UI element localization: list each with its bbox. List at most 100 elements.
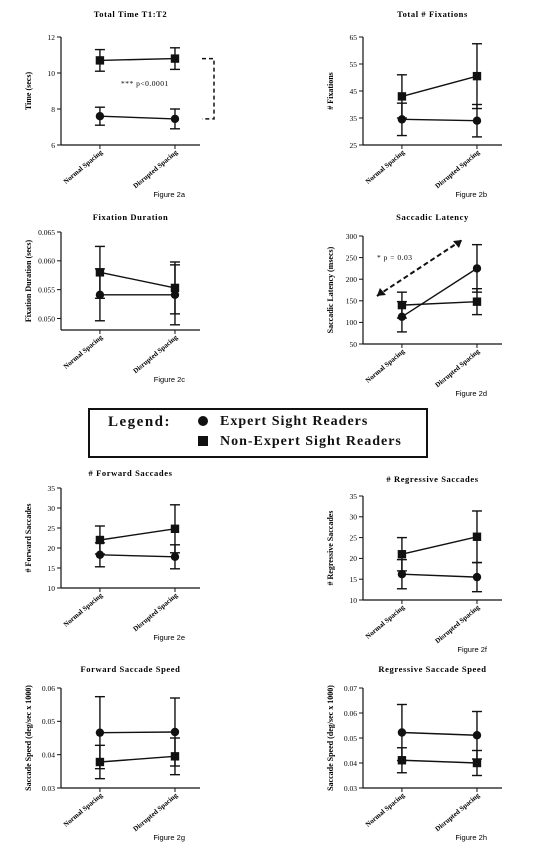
data-point-square bbox=[95, 268, 105, 277]
arrow-head-icon bbox=[376, 288, 386, 296]
x-tick-label: Normal Spacing bbox=[364, 791, 407, 829]
y-tick-label: 0.05 bbox=[344, 734, 357, 743]
data-point-square bbox=[95, 535, 105, 545]
significance-arrow bbox=[376, 239, 463, 297]
y-tick-label: 0.04 bbox=[344, 759, 357, 768]
y-tick-label: 300 bbox=[346, 232, 358, 241]
figure-label: Figure 2h bbox=[455, 833, 487, 842]
chart-title: # Forward Saccades bbox=[89, 468, 173, 478]
y-tick-label: 6 bbox=[51, 141, 55, 150]
y-axis-label: Saccade Speed (deg/sec x 1000) bbox=[24, 685, 33, 791]
data-point-square bbox=[472, 297, 482, 306]
y-tick-label: 50 bbox=[350, 340, 358, 349]
x-tick-label: Normal Spacing bbox=[62, 333, 105, 371]
y-tick-label: 0.06 bbox=[344, 709, 357, 718]
data-point-circle bbox=[397, 115, 407, 124]
figure-label: Figure 2e bbox=[153, 633, 185, 642]
y-tick-label: 0.050 bbox=[38, 314, 55, 323]
series-line bbox=[99, 528, 176, 541]
y-axis-label: # Fixations bbox=[326, 72, 335, 110]
data-point-square bbox=[95, 757, 105, 767]
y-tick-label: 200 bbox=[346, 275, 358, 284]
x-tick-label: Normal Spacing bbox=[62, 791, 105, 829]
y-tick-label: 65 bbox=[350, 33, 358, 42]
x-tick-label: Disrupted Spacing bbox=[132, 591, 180, 633]
chart-panel-1: Total Time T1:T2 6 8 10 12 Time (secs) Normal … bbox=[24, 9, 215, 199]
x-tick-label: Disrupted Spacing bbox=[434, 347, 482, 389]
y-tick-label: 8 bbox=[51, 105, 55, 114]
figure-label: Figure 2b bbox=[455, 190, 487, 199]
x-tick-label: Disrupted Spacing bbox=[434, 603, 482, 645]
circle-marker-icon bbox=[198, 415, 208, 426]
y-tick-label: 20 bbox=[350, 554, 358, 563]
y-tick-label: 150 bbox=[346, 297, 358, 306]
y-tick-label: 35 bbox=[350, 114, 358, 123]
x-tick-label: Normal Spacing bbox=[364, 603, 407, 641]
series-line bbox=[401, 75, 478, 98]
y-tick-label: 30 bbox=[350, 513, 358, 522]
chart-title: Fixation Duration bbox=[93, 212, 169, 222]
y-tick-label: 0.03 bbox=[42, 784, 55, 793]
chart-panel-8: Regressive Saccade Speed 0.03 0.04 0.05 0.06… bbox=[326, 664, 502, 842]
figure-label: Figure 2g bbox=[153, 833, 185, 842]
data-point-circle bbox=[472, 572, 482, 582]
series-line bbox=[99, 57, 175, 62]
chart-title: Total Time T1:T2 bbox=[94, 9, 168, 19]
x-tick-label: Disrupted Spacing bbox=[132, 333, 180, 375]
chart-panel-5: # Forward Saccades 10 15 20 25 30 35 # Forward … bbox=[24, 468, 200, 642]
y-tick-label: 12 bbox=[48, 33, 56, 42]
significance-label: * p = 0.03 bbox=[377, 253, 412, 262]
y-tick-label: 45 bbox=[350, 87, 358, 96]
figure-label: Figure 2c bbox=[154, 375, 186, 384]
data-point-circle bbox=[472, 116, 482, 125]
y-axis-label: # Forward Saccades bbox=[24, 504, 33, 573]
y-axis-label: Saccade Speed (deg/sec x 1000) bbox=[326, 685, 335, 791]
y-tick-label: 0.06 bbox=[42, 684, 55, 693]
y-tick-label: 0.060 bbox=[38, 257, 55, 266]
series-line bbox=[401, 759, 478, 764]
series-line bbox=[401, 300, 478, 306]
data-point-circle bbox=[472, 731, 482, 740]
y-tick-label: 15 bbox=[48, 564, 56, 573]
y-tick-label: 35 bbox=[350, 492, 358, 501]
y-tick-label: 15 bbox=[350, 575, 358, 584]
x-tick-label: Normal Spacing bbox=[364, 347, 407, 385]
x-tick-label: Disrupted Spacing bbox=[434, 791, 482, 833]
x-tick-label: Disrupted Spacing bbox=[132, 791, 180, 833]
y-tick-label: 100 bbox=[346, 318, 358, 327]
data-point-square bbox=[397, 300, 407, 310]
series-line bbox=[401, 118, 477, 122]
data-point-square bbox=[397, 550, 407, 559]
series-line bbox=[401, 573, 478, 578]
x-tick-label: Normal Spacing bbox=[62, 148, 105, 186]
chart-title: Saccadic Latency bbox=[396, 212, 469, 222]
chart-title: Forward Saccade Speed bbox=[81, 664, 181, 674]
y-tick-label: 250 bbox=[346, 253, 358, 262]
y-tick-label: 35 bbox=[48, 484, 56, 493]
data-point-square bbox=[472, 71, 482, 81]
data-point-circle bbox=[95, 550, 105, 559]
chart-title: # Regressive Saccades bbox=[386, 474, 478, 484]
data-point-square bbox=[170, 524, 180, 533]
y-tick-label: 0.07 bbox=[344, 684, 357, 693]
data-point-circle bbox=[397, 570, 407, 579]
y-tick-label: 0.055 bbox=[38, 285, 55, 294]
data-point-circle bbox=[472, 264, 482, 273]
series-line bbox=[99, 731, 175, 734]
series-line bbox=[401, 731, 478, 736]
y-axis-label: # Regressive Saccades bbox=[326, 511, 335, 586]
y-axis-label: Time (secs) bbox=[24, 72, 33, 111]
y-tick-label: 55 bbox=[350, 60, 358, 69]
legend-title: Legend: bbox=[108, 414, 171, 430]
y-tick-label: 30 bbox=[48, 504, 56, 513]
figure-label: Figure 2d bbox=[455, 389, 487, 398]
legend-item-nonexpert: Non-Expert Sight Readers bbox=[198, 434, 402, 450]
data-point-square bbox=[397, 92, 407, 101]
data-point-circle bbox=[95, 112, 105, 121]
data-point-square bbox=[397, 756, 407, 765]
data-point-square bbox=[170, 54, 180, 63]
data-point-square bbox=[170, 752, 180, 761]
chart-panel-2: Total # Fixations 25 35 45 55 65 # Fixations No… bbox=[326, 9, 502, 199]
y-tick-label: 25 bbox=[350, 533, 358, 542]
